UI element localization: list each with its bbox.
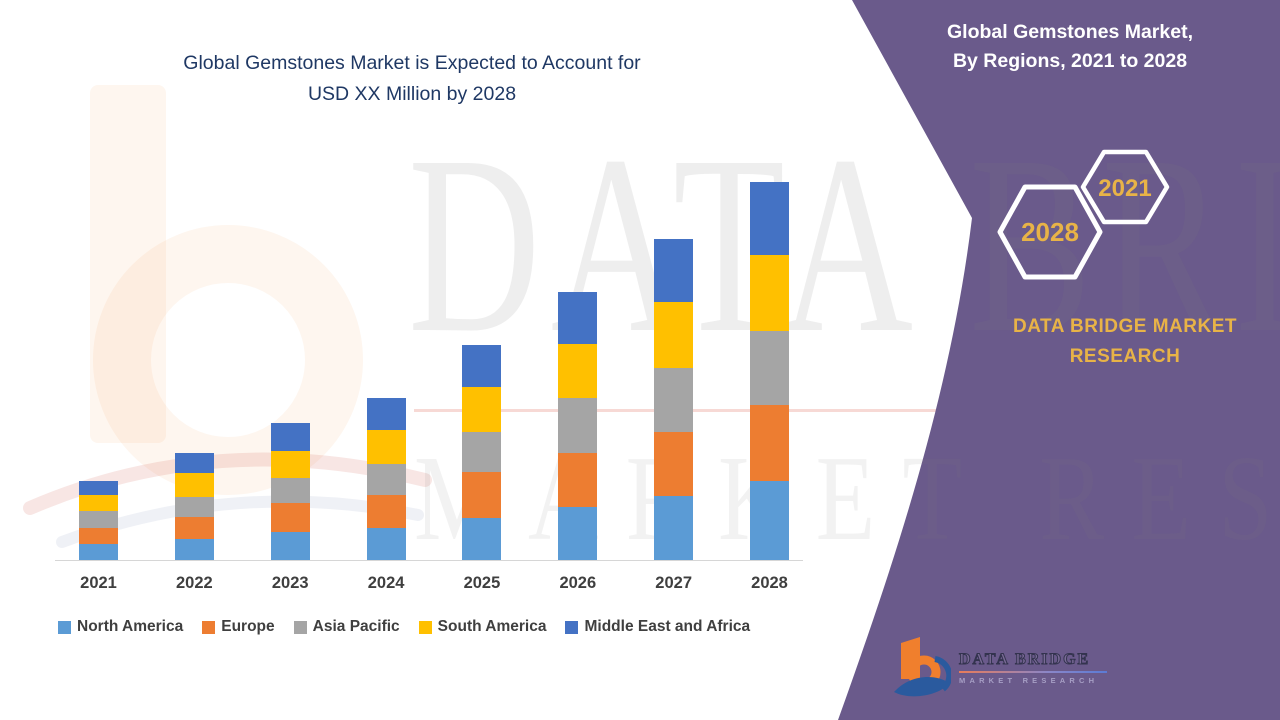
bar-segment-2026-south-america xyxy=(558,344,598,398)
legend-label: North America xyxy=(77,618,184,635)
bar-segment-2021-north-america xyxy=(79,544,118,560)
hexagon-2021 xyxy=(1080,149,1170,225)
hexagon-2028 xyxy=(997,184,1103,280)
bar-segment-2021-middle-east-and-africa xyxy=(79,481,118,495)
bar-segment-2023-middle-east-and-africa xyxy=(270,423,310,451)
stacked-bar-2022 xyxy=(174,453,214,560)
legend-swatch xyxy=(565,620,579,634)
stacked-bar-2026 xyxy=(558,292,598,560)
stacked-bar-2027 xyxy=(654,239,694,560)
x-axis-label-2022: 2022 xyxy=(176,574,213,592)
x-axis-label-2026: 2026 xyxy=(559,574,597,592)
bar-segment-2027-europe xyxy=(654,432,694,496)
stacked-bar-2028 xyxy=(750,182,790,560)
x-axis-line xyxy=(55,560,803,561)
bar-segment-2022-asia-pacific xyxy=(174,497,214,517)
bar-segment-2025-north-america xyxy=(462,518,502,560)
chart-legend: North America Europe Asia Pacific South Ame… xyxy=(58,618,750,636)
side-panel-heading-line2: By Regions, 2021 to 2028 xyxy=(952,50,1188,72)
side-panel-fill xyxy=(838,0,1280,720)
legend-swatch xyxy=(293,620,307,634)
bar-segment-2024-north-america xyxy=(366,528,406,560)
chart-title: Global Gemstones Market is Expected to A… xyxy=(0,48,824,110)
bar-segment-2027-south-america xyxy=(654,302,694,368)
stacked-bar-2021 xyxy=(79,481,118,560)
bar-chart-plot-area xyxy=(79,182,790,560)
hexagon-2021-label: 2021 xyxy=(1098,175,1151,202)
bar-segment-2027-asia-pacific xyxy=(654,368,694,432)
bar-segment-2023-south-america xyxy=(270,451,310,478)
x-axis-label-2023: 2023 xyxy=(271,574,309,592)
bar-segment-2021-europe xyxy=(79,528,118,544)
legend-item-europe: Europe xyxy=(202,618,275,636)
bar-segment-2021-asia-pacific xyxy=(79,511,118,528)
brand-text: DATA BRIDGE MARKET RESEARCH xyxy=(975,312,1275,372)
bar-segment-2028-south-america xyxy=(750,255,790,331)
bar-segment-2024-middle-east-and-africa xyxy=(366,398,406,430)
legend-item-north-america: North America xyxy=(58,618,183,636)
bar-segment-2026-middle-east-and-africa xyxy=(558,292,598,344)
side-panel-heading: Global Gemstones Market, By Regions, 202… xyxy=(880,18,1260,76)
bar-segment-2028-europe xyxy=(750,405,790,481)
logo-divider xyxy=(959,671,1107,673)
x-axis-label-2021: 2021 xyxy=(80,574,117,592)
hexagon-2028-label: 2028 xyxy=(1021,217,1079,247)
x-axis-label-2024: 2024 xyxy=(367,574,405,592)
bar-segment-2026-north-america xyxy=(558,507,598,560)
legend-label: Middle East and Africa xyxy=(584,618,751,635)
side-panel-heading-line1: Global Gemstones Market, xyxy=(947,21,1193,43)
bar-segment-2025-south-america xyxy=(462,387,502,432)
brand-text-line2: RESEARCH xyxy=(1069,346,1181,367)
watermark-rule xyxy=(414,409,1280,412)
legend-swatch xyxy=(418,620,432,634)
bar-segment-2028-asia-pacific xyxy=(750,331,790,405)
bar-segment-2022-south-america xyxy=(174,473,214,497)
bar-segment-2022-europe xyxy=(174,517,214,539)
bar-segment-2025-middle-east-and-africa xyxy=(462,345,502,387)
chart-title-line2: USD XX Million by 2028 xyxy=(307,83,517,105)
databridge-logo: DATA BRIDGE MARKET RESEARCH xyxy=(893,633,1107,703)
legend-item-south-america: South America xyxy=(418,618,547,636)
bar-segment-2024-south-america xyxy=(366,430,406,464)
logo-tagline: MARKET RESEARCH xyxy=(959,676,1099,685)
x-axis-label-2027: 2027 xyxy=(655,574,693,592)
bar-segment-2024-europe xyxy=(366,495,406,528)
bar-segment-2023-europe xyxy=(270,503,310,532)
legend-label: Asia Pacific xyxy=(312,618,400,635)
legend-swatch xyxy=(58,620,71,634)
bar-segment-2022-middle-east-and-africa xyxy=(174,453,214,473)
bar-segment-2023-asia-pacific xyxy=(270,478,310,503)
bar-segment-2024-asia-pacific xyxy=(366,464,406,495)
hexagon-badges: 2021 2028 xyxy=(997,149,1170,280)
stacked-bar-2024 xyxy=(366,398,406,560)
legend-label: South America xyxy=(437,618,547,635)
bar-segment-2025-europe xyxy=(462,472,502,518)
chart-title-line1: Global Gemstones Market is Expected to A… xyxy=(183,52,641,74)
databridge-logo-mark xyxy=(894,637,951,697)
bar-segment-2021-south-america xyxy=(79,495,118,511)
bar-segment-2026-asia-pacific xyxy=(558,398,598,453)
bar-segment-2023-north-america xyxy=(270,532,310,560)
legend-label: Europe xyxy=(221,618,275,635)
bar-segment-2028-middle-east-and-africa xyxy=(750,182,790,255)
bar-segment-2026-europe xyxy=(558,453,598,507)
bar-segment-2027-north-america xyxy=(654,496,694,560)
legend-swatch xyxy=(202,620,216,634)
stacked-bar-2025 xyxy=(462,345,502,560)
legend-item-middle-east-and-africa: Middle East and Africa xyxy=(565,618,750,636)
bar-segment-2028-north-america xyxy=(750,481,790,560)
bar-segment-2025-asia-pacific xyxy=(462,432,502,472)
logo-wordmark: DATA BRIDGE xyxy=(959,651,1091,669)
stacked-bar-2023 xyxy=(270,423,310,560)
legend-item-asia-pacific: Asia Pacific xyxy=(293,618,400,636)
bar-segment-2022-north-america xyxy=(174,539,214,560)
bar-segment-2027-middle-east-and-africa xyxy=(654,239,694,302)
x-axis-label-2028: 2028 xyxy=(751,574,788,592)
brand-text-line1: DATA BRIDGE MARKET xyxy=(1013,316,1237,337)
x-axis-label-2025: 2025 xyxy=(463,574,501,592)
